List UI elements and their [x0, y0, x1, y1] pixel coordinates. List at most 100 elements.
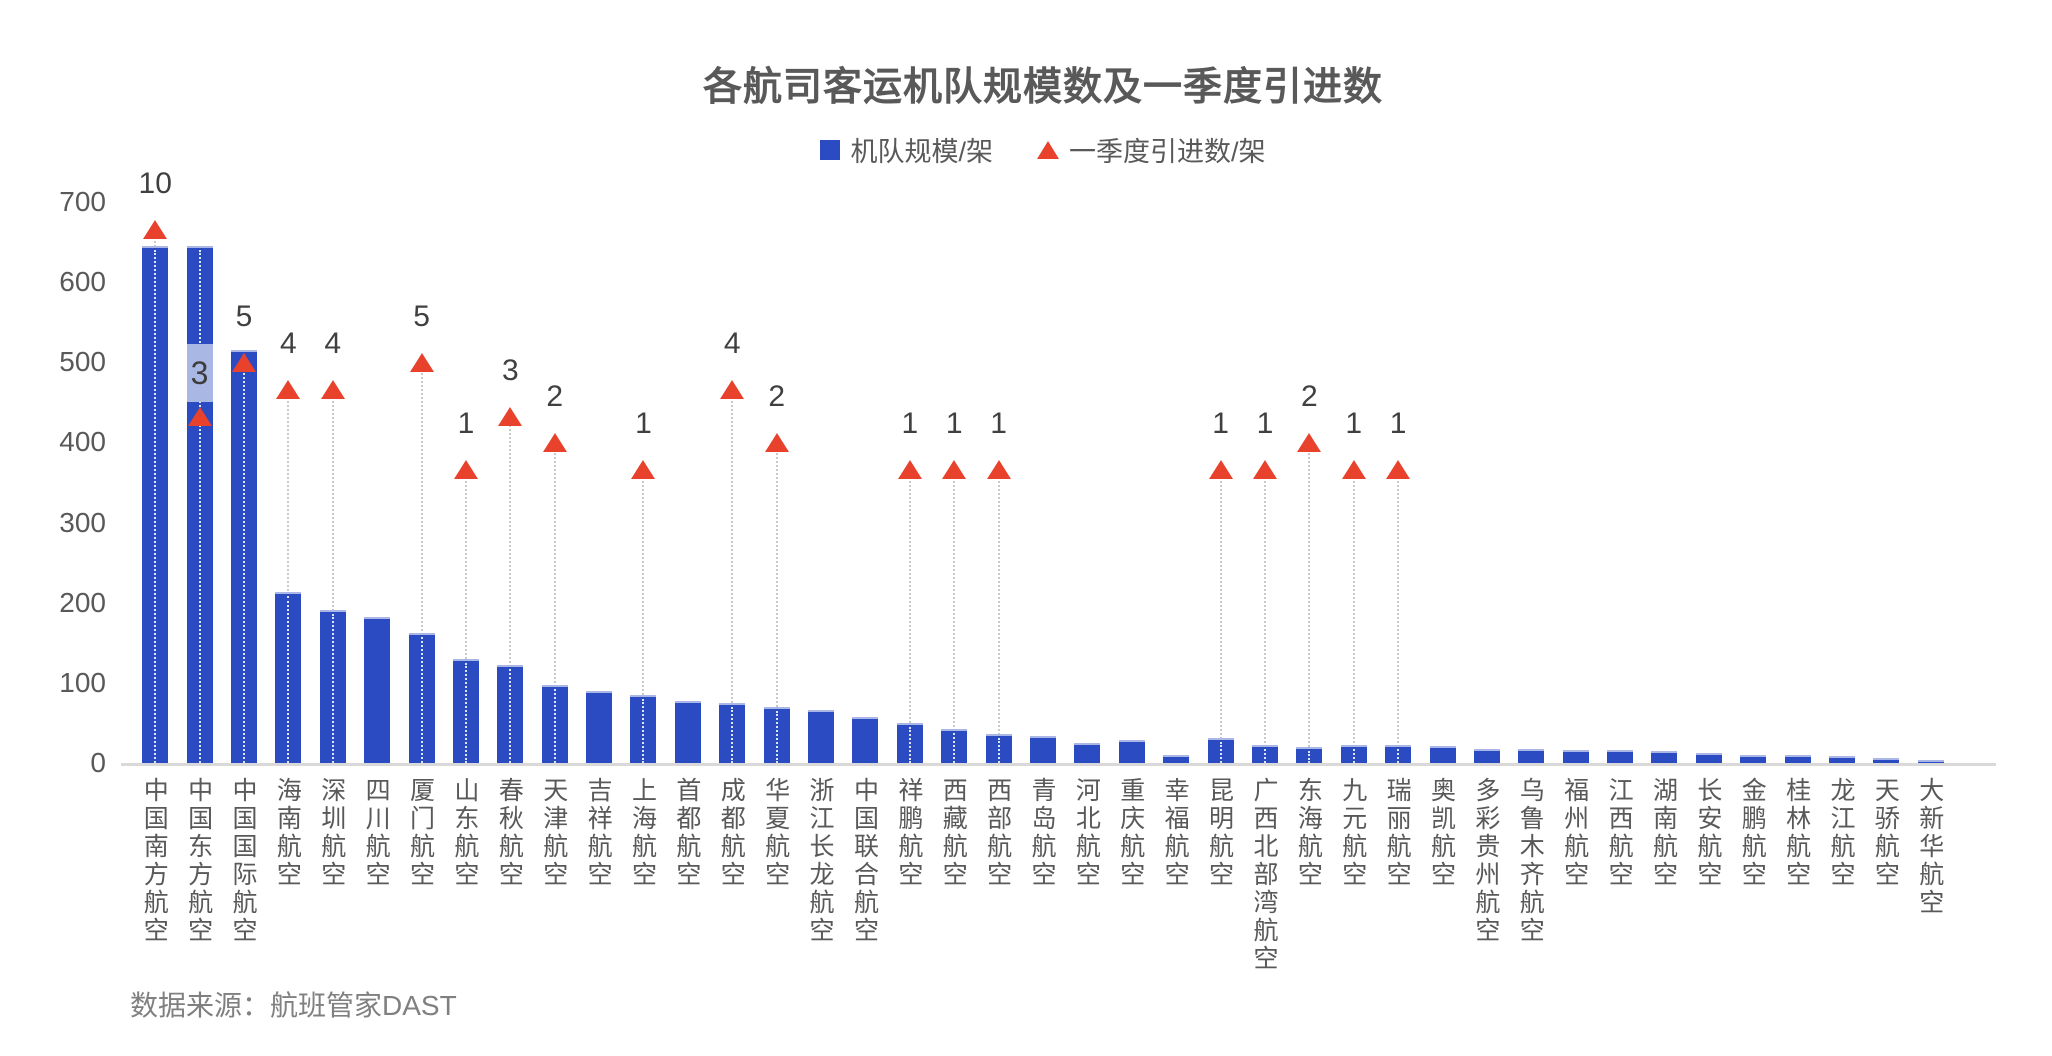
bar[interactable] — [674, 701, 701, 763]
intro-value-label: 1 — [1256, 407, 1274, 441]
bar[interactable] — [1429, 746, 1456, 763]
bar[interactable] — [852, 717, 879, 763]
bar[interactable] — [1340, 744, 1367, 763]
legend-item-fleet[interactable]: 机队规模/架 — [820, 130, 993, 169]
intro-triangle-marker[interactable] — [764, 433, 789, 453]
airline-label: 西藏航空 — [939, 777, 968, 889]
intro-triangle-marker[interactable] — [942, 460, 967, 480]
bar[interactable] — [1385, 744, 1412, 763]
intro-drop-line-inner — [420, 637, 423, 763]
intro-triangle-marker[interactable] — [631, 460, 656, 480]
bar[interactable] — [1917, 760, 1944, 763]
bar[interactable] — [275, 591, 302, 763]
intro-drop-line-inner — [509, 669, 512, 763]
fleet-square-icon — [820, 139, 841, 160]
intro-drop-line — [331, 389, 334, 763]
bar[interactable] — [896, 722, 923, 763]
intro-value-label: 2 — [1300, 380, 1318, 414]
intro-drop-line — [464, 469, 467, 763]
intro-triangle-marker[interactable] — [320, 380, 345, 399]
airline-label: 昆明航空 — [1205, 777, 1234, 889]
bar[interactable] — [1030, 735, 1056, 763]
bar[interactable] — [1074, 742, 1101, 763]
airline-label: 广西北部湾航空 — [1249, 777, 1278, 973]
intro-triangle-marker[interactable] — [720, 380, 745, 399]
bar[interactable] — [452, 658, 479, 763]
bar[interactable] — [1163, 755, 1190, 763]
bar[interactable] — [319, 609, 346, 763]
bar[interactable] — [1118, 739, 1145, 763]
airline-label: 桂林航空 — [1782, 777, 1811, 889]
bar[interactable] — [985, 734, 1012, 763]
airline-label: 成都航空 — [717, 777, 746, 889]
bar[interactable] — [586, 690, 613, 763]
bar[interactable] — [1473, 748, 1500, 763]
airline-label: 中国东方航空 — [184, 777, 213, 945]
intro-triangle-marker[interactable] — [542, 433, 567, 453]
y-tick-label: 300 — [59, 506, 106, 538]
airline-label: 中国联合航空 — [850, 777, 879, 945]
bar[interactable] — [1695, 752, 1722, 763]
y-axis: 0 100 200 300 400 500 600 700 — [0, 186, 110, 778]
bar[interactable] — [1296, 746, 1323, 763]
bar[interactable] — [1740, 755, 1767, 763]
highlighted-intro-label: 3 — [186, 344, 213, 402]
intro-drop-line-inner — [553, 689, 556, 763]
airline-label: 长安航空 — [1693, 777, 1722, 889]
bar[interactable] — [1251, 745, 1278, 763]
bar[interactable] — [541, 685, 568, 763]
bar[interactable] — [497, 665, 524, 763]
bar[interactable] — [1829, 755, 1856, 763]
intro-triangle-marker[interactable] — [897, 460, 922, 480]
bar[interactable] — [808, 710, 835, 763]
airline-label: 华夏航空 — [761, 777, 790, 889]
intro-triangle-marker[interactable] — [276, 380, 301, 399]
bar[interactable] — [1607, 750, 1634, 763]
intro-triangle-marker[interactable] — [1208, 460, 1233, 480]
bar[interactable] — [230, 350, 257, 763]
intro-triangle-marker[interactable] — [986, 460, 1011, 480]
bar[interactable] — [1873, 758, 1900, 763]
intro-drop-line-inner — [154, 250, 157, 763]
airline-label: 东海航空 — [1294, 777, 1323, 889]
intro-value-label: 5 — [413, 300, 430, 334]
bar[interactable] — [630, 694, 657, 763]
bar[interactable] — [1518, 749, 1545, 763]
intro-drop-line — [953, 469, 956, 763]
intro-triangle-marker[interactable] — [453, 460, 478, 480]
y-tick-label: 400 — [59, 426, 106, 458]
x-axis-line — [121, 763, 1996, 766]
intro-value-label: 1 — [457, 407, 475, 441]
bar[interactable] — [1562, 750, 1589, 763]
intro-triangle-marker[interactable] — [1297, 433, 1322, 453]
bar[interactable] — [408, 633, 435, 763]
bar[interactable] — [364, 617, 391, 763]
bar[interactable] — [1207, 738, 1234, 763]
intro-drop-line — [420, 362, 423, 763]
intro-triangle-marker[interactable] — [1341, 460, 1366, 480]
intro-drop-line-inner — [464, 662, 467, 763]
intro-triangle-marker[interactable] — [187, 406, 212, 426]
bar[interactable] — [142, 246, 169, 763]
intro-drop-line-inner — [642, 698, 645, 763]
bar[interactable] — [719, 702, 746, 763]
bar[interactable] — [1651, 750, 1678, 763]
intro-drop-line-inner — [775, 710, 778, 763]
intro-triangle-marker[interactable] — [231, 353, 256, 373]
intro-triangle-marker[interactable] — [409, 353, 434, 373]
airline-label: 海南航空 — [273, 777, 302, 889]
bar[interactable]: 3 — [186, 246, 213, 763]
y-tick-label: 200 — [59, 586, 106, 618]
plot-area: 10 3 5 4 4 5 1 3 2 1 4 2 1 1 1 1 1 2 1 1 — [121, 167, 1996, 766]
bar[interactable] — [1784, 755, 1811, 763]
intro-triangle-marker[interactable] — [1386, 460, 1411, 480]
bar[interactable] — [763, 706, 790, 763]
bar[interactable] — [941, 729, 968, 763]
chart-title: 各航司客运机队规模数及一季度引进数 — [702, 66, 1383, 109]
intro-triangle-marker[interactable] — [1252, 460, 1277, 480]
intro-triangle-marker[interactable] — [143, 219, 168, 239]
airline-label: 中国南方航空 — [140, 777, 169, 945]
airline-label: 天骄航空 — [1871, 777, 1900, 889]
intro-triangle-marker[interactable] — [498, 406, 523, 426]
legend-item-intro[interactable]: 一季度引进数/架 — [1037, 130, 1266, 169]
